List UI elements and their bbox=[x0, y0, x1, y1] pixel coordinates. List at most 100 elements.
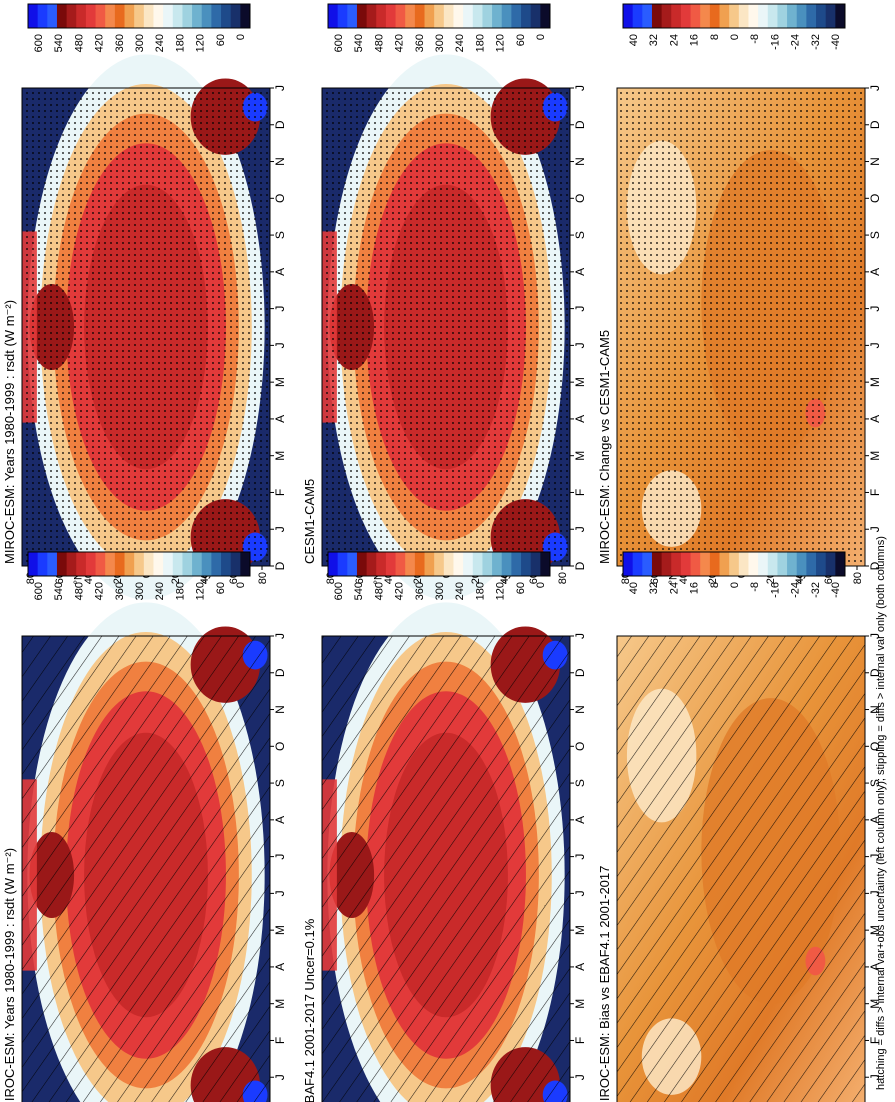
footer-note: hatching = diffs > internal var+obs unce… bbox=[875, 536, 887, 1090]
month-label: J bbox=[273, 526, 287, 532]
colorbar-swatch bbox=[221, 552, 232, 576]
month-label: J bbox=[273, 1074, 287, 1080]
month-label: J bbox=[868, 306, 882, 312]
month-label: D bbox=[868, 120, 882, 129]
colorbar-swatch bbox=[806, 552, 817, 576]
month-label: D bbox=[868, 561, 882, 570]
colorbar-label: 180 bbox=[174, 34, 186, 52]
colorbar-frame bbox=[622, 3, 846, 29]
colorbar-swatch bbox=[85, 4, 97, 28]
colorbar-swatch bbox=[56, 4, 68, 28]
colorbar-swatch bbox=[28, 4, 39, 28]
colorbar-label: 360 bbox=[414, 582, 426, 600]
colorbar-label: -24 bbox=[790, 34, 802, 50]
month-label: J bbox=[868, 526, 882, 532]
colorbar-label: 60 bbox=[515, 582, 527, 594]
month-label: S bbox=[273, 779, 287, 787]
colorbar-swatch bbox=[443, 4, 454, 28]
colorbar-label: 32 bbox=[648, 582, 660, 594]
panel-1: MIROC-ESM: Years 1980-1999 : rsdt (W m⁻²… bbox=[2, 602, 287, 1102]
colorbar-label: 420 bbox=[394, 582, 406, 600]
month-label: A bbox=[273, 268, 287, 276]
month-label: N bbox=[273, 705, 287, 714]
colorbar-frame bbox=[622, 551, 846, 577]
colorbar-swatch bbox=[376, 4, 387, 28]
colorbar-swatch bbox=[777, 4, 788, 28]
colorbar-swatch bbox=[337, 552, 348, 576]
colorbar-label: 60 bbox=[215, 34, 227, 46]
month-label: J bbox=[273, 854, 287, 860]
colorbar-swatch bbox=[211, 4, 222, 28]
colorbar-label: -16 bbox=[769, 34, 781, 50]
colorbar-swatch bbox=[192, 4, 203, 28]
colorbar-label: 420 bbox=[394, 34, 406, 52]
colorbar-label: 180 bbox=[474, 34, 486, 52]
panel-title: EBAF4.1 2001-2017 Uncer=0.1% bbox=[302, 918, 317, 1102]
panel-title: CESM1-CAM5 bbox=[302, 479, 317, 564]
lat-south-label: °S bbox=[501, 572, 513, 584]
colorbar-swatch bbox=[66, 4, 77, 28]
colorbar-swatch bbox=[511, 4, 522, 28]
colorbar-swatch bbox=[501, 552, 512, 576]
month-label: A bbox=[868, 963, 882, 971]
colorbar-label: 480 bbox=[373, 34, 385, 52]
colorbar-swatch bbox=[719, 552, 730, 576]
colorbar-label: 8 bbox=[709, 582, 721, 588]
colorbar-swatch bbox=[47, 4, 58, 28]
colorbar-swatch bbox=[651, 4, 663, 28]
colorbar-swatch bbox=[105, 552, 116, 576]
colorbar-swatch bbox=[835, 552, 846, 576]
colorbar-swatch bbox=[767, 552, 778, 576]
colorbar-swatch bbox=[366, 4, 377, 28]
month-label: D bbox=[273, 561, 287, 570]
month-label: N bbox=[573, 157, 587, 166]
colorbar-label: 0 bbox=[535, 34, 547, 40]
colorbar-swatch bbox=[758, 552, 769, 576]
colorbar-swatch bbox=[201, 552, 212, 576]
colorbar-label: 0 bbox=[729, 34, 741, 40]
month-label: M bbox=[868, 925, 882, 935]
colorbar-swatch bbox=[163, 552, 174, 576]
colorbar-swatch bbox=[642, 4, 653, 28]
colorbar-swatch bbox=[385, 4, 397, 28]
colorbar-swatch bbox=[76, 4, 87, 28]
colorbar-label: -40 bbox=[830, 34, 842, 50]
colorbar-swatch bbox=[240, 552, 251, 576]
colorbar-swatch bbox=[395, 552, 406, 576]
colorbar-swatch bbox=[825, 4, 836, 28]
colorbar-swatch bbox=[530, 4, 541, 28]
month-label: M bbox=[573, 999, 587, 1009]
month-label: F bbox=[573, 489, 587, 496]
colorbar-label: 300 bbox=[434, 34, 446, 52]
colorbar-label: 240 bbox=[154, 34, 166, 52]
colorbar-swatch bbox=[424, 4, 435, 28]
colorbar-label: -8 bbox=[749, 34, 761, 44]
month-label: M bbox=[868, 451, 882, 461]
colorbar-swatch bbox=[105, 4, 116, 28]
colorbar-swatch bbox=[651, 552, 663, 576]
colorbar-swatch bbox=[796, 552, 807, 576]
month-label: F bbox=[273, 1037, 287, 1044]
colorbar-label: 600 bbox=[333, 582, 345, 600]
colorbar-label: 60 bbox=[215, 582, 227, 594]
colorbar-label: 420 bbox=[94, 582, 106, 600]
colorbar-swatch bbox=[806, 4, 817, 28]
month-label: J bbox=[868, 342, 882, 348]
month-label: A bbox=[868, 268, 882, 276]
colorbar-label: 540 bbox=[353, 582, 365, 600]
panel-6: MIROC-ESM: Change vs CESM1-CAM5806040200… bbox=[597, 85, 882, 584]
colorbar-swatch bbox=[719, 4, 730, 28]
colorbar-swatch bbox=[690, 4, 701, 28]
colorbar-label: 420 bbox=[94, 34, 106, 52]
colorbar-swatch bbox=[443, 552, 454, 576]
colorbar-label: 120 bbox=[195, 582, 207, 600]
colorbar-swatch bbox=[201, 4, 212, 28]
colorbar-label: 40 bbox=[628, 582, 640, 594]
month-label: D bbox=[573, 668, 587, 677]
colorbar-swatch bbox=[424, 552, 435, 576]
colorbar-swatch bbox=[530, 552, 541, 576]
month-label: M bbox=[273, 377, 287, 387]
month-label: J bbox=[573, 890, 587, 896]
month-label: J bbox=[573, 306, 587, 312]
